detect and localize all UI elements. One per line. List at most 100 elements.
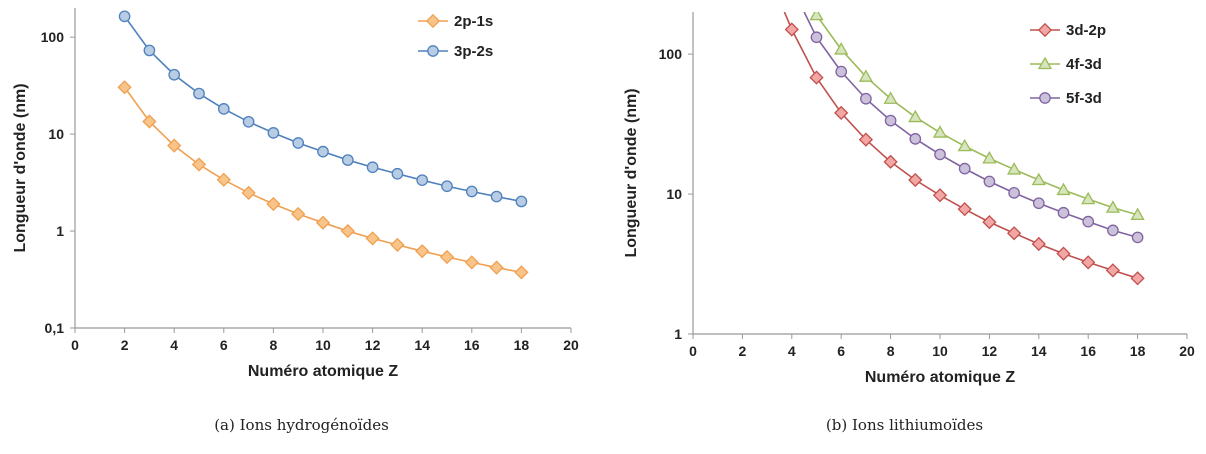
chart-b-legend-label-5f-3d: 5f-3d [1066, 90, 1102, 107]
chart-a-data-point-3p-2s [267, 127, 280, 139]
chart-a-legend-label-2p-1s: 2p-1s [454, 13, 493, 30]
chart-a-caption: (a) Ions hydrogénoïdes [214, 416, 389, 434]
chart-a-x-tick-label: 18 [514, 337, 530, 353]
chart-b-data-point-3d-2p [1031, 236, 1046, 252]
chart-b-data-point-4f-3d [1006, 162, 1022, 175]
chart-b-data-point-3d-2p [1006, 226, 1022, 241]
chart-b-data-point-5f-3d [884, 114, 897, 127]
chart-a-data-point-2p-1s [514, 265, 529, 280]
chart-a-x-tick-label: 4 [170, 337, 178, 353]
chart-b-data-point-4f-3d [932, 125, 948, 138]
chart-a-data-point-2p-1s [365, 231, 380, 246]
chart-b-legend-marker-4f-3d [1037, 56, 1053, 70]
chart-b-y-tick-label: 10 [666, 186, 682, 202]
chart-b-data-point-5f-3d [810, 31, 823, 44]
chart-a-x-tick-label: 0 [71, 337, 79, 353]
chart-b-series-line-4f-3d [813, 12, 1138, 216]
chart-b-data-point-3d-2p [908, 172, 923, 188]
chart-a-y-tick-label: 0,1 [45, 320, 65, 336]
chart-b-legend-marker-3d-2p [1037, 22, 1053, 38]
chart-b-legend-marker-5f-3d [1039, 92, 1051, 104]
chart-b-data-point-5f-3d [1057, 206, 1070, 219]
chart-a-y-tick-label: 1 [56, 223, 64, 239]
chart-b-data-point-5f-3d [934, 148, 946, 161]
chart-a-data-point-2p-1s [489, 260, 504, 275]
chart-b-x-tick-label: 20 [1179, 343, 1195, 359]
chart-a-data-point-2p-1s [142, 114, 157, 129]
chart-b-data-point-4f-3d [1081, 191, 1096, 205]
chart-b-x-tick-label: 14 [1031, 343, 1047, 359]
chart-b-x-tick-label: 18 [1130, 343, 1146, 359]
chart-a-data-point-3p-2s [317, 145, 329, 158]
chart-b-series-5f-3d [803, 12, 1144, 244]
chart-b-data-point-5f-3d [958, 162, 971, 175]
chart-a-data-point-2p-1s [241, 185, 256, 200]
chart-a-data-point-2p-1s [191, 157, 207, 172]
chart-a-data-point-3p-2s [193, 87, 205, 100]
chart-b-series-3d-2p [783, 12, 1145, 286]
chart-b-data-point-4f-3d [883, 91, 898, 104]
chart-b-data-point-5f-3d [1082, 215, 1095, 228]
chart-a-data-point-3p-2s [292, 137, 305, 149]
chart-b-data-point-4f-3d [1130, 207, 1145, 221]
chart-b-data-point-3d-2p [834, 105, 849, 121]
chart-b-data-point-5f-3d [860, 92, 872, 105]
chart-a-data-point-3p-2s [217, 103, 230, 115]
chart-a-data-point-3p-2s [490, 190, 503, 203]
chart-b-x-tick-label: 12 [982, 343, 998, 359]
chart-a-data-point-3p-2s [143, 44, 156, 57]
chart-a-data-point-3p-2s [441, 180, 453, 193]
chart-a-data-point-2p-1s [266, 196, 281, 212]
chart-b-legend-label-4f-3d: 4f-3d [1066, 56, 1102, 73]
chart-b-x-tick-label: 8 [887, 343, 895, 359]
chart-b-x-tick-label: 4 [788, 343, 796, 359]
chart-b-data-point-3d-2p [883, 154, 898, 169]
chart-b-data-point-4f-3d [858, 69, 874, 82]
chart-a-x-tick-label: 6 [220, 337, 228, 353]
chart-a-x-axis-label: Numéro atomique Z [248, 363, 398, 380]
chart-a-data-point-2p-1s [390, 237, 405, 253]
chart-a-series-line-2p-1s [123, 86, 522, 274]
chart-a-data-point-3p-2s [118, 10, 131, 23]
chart-a-data-point-2p-1s [291, 206, 306, 222]
chart-a-svg: 0 2 4 6 8 10 12 14 16 18 20 0,1 1 10 100 Numéro atomiqu… [12, 8, 579, 380]
chart-a-y-tick-label: 100 [41, 29, 65, 45]
chart-panel-b: 0 2 4 6 8 10 12 14 16 18 20 1 10 100 Numéro atomique Z… [603, 0, 1206, 454]
chart-a-data-point-3p-2s [341, 154, 354, 166]
chart-b-series-line-3d-2p [783, 12, 1138, 280]
chart-b-data-point-5f-3d [1008, 187, 1020, 199]
chart-b-x-tick-label: 0 [689, 343, 697, 359]
chart-a-data-point-3p-2s [366, 161, 379, 174]
chart-b-data-point-3d-2p [858, 132, 874, 147]
chart-b-data-point-4f-3d [908, 109, 923, 123]
chart-b-data-point-4f-3d [982, 151, 997, 164]
chart-panel-a: 0 2 4 6 8 10 12 14 16 18 20 0,1 1 10 100 Numéro atomiqu… [12, 8, 579, 434]
chart-a-x-tick-label: 10 [315, 337, 331, 353]
chart-b-data-point-3d-2p [809, 70, 824, 85]
chart-b-x-axis-label: Numéro atomique Z [865, 369, 1015, 386]
chart-a-data-point-2p-1s [167, 138, 182, 153]
chart-a-data-point-2p-1s [117, 80, 132, 95]
chart-a-data-point-3p-2s [515, 195, 528, 208]
chart-b-data-point-4f-3d [1031, 172, 1046, 186]
chart-b-data-point-3d-2p [932, 188, 948, 203]
chart-b-data-point-3d-2p [1056, 246, 1071, 261]
chart-a-y-tick-label: 10 [48, 126, 64, 142]
chart-b-x-tick-label: 10 [932, 343, 948, 359]
chart-b-data-point-4f-3d [1105, 200, 1121, 213]
chart-a-legend-label-3p-2s: 3p-2s [454, 43, 493, 60]
chart-a-legend-marker-2p-1s [425, 13, 441, 29]
chart-b-data-point-5f-3d [1107, 224, 1119, 237]
chart-b-x-tick-label: 2 [739, 343, 747, 359]
chart-a-x-tick-label: 8 [270, 337, 278, 353]
chart-b-data-point-5f-3d [983, 175, 996, 188]
chart-a-data-point-3p-2s [242, 115, 255, 128]
chart-b-y-tick-label: 1 [674, 326, 682, 342]
chart-a-data-point-2p-1s [340, 223, 355, 239]
chart-b-y-axis-label: Longueur d'onde (nm) [623, 88, 640, 257]
chart-a-x-tick-label: 16 [464, 337, 480, 353]
chart-a-series-3p-2s [118, 10, 528, 208]
chart-a-legend-marker-3p-2s [427, 45, 439, 57]
chart-a-x-tick-label: 2 [121, 337, 129, 353]
chart-b-data-point-3d-2p [957, 202, 972, 217]
